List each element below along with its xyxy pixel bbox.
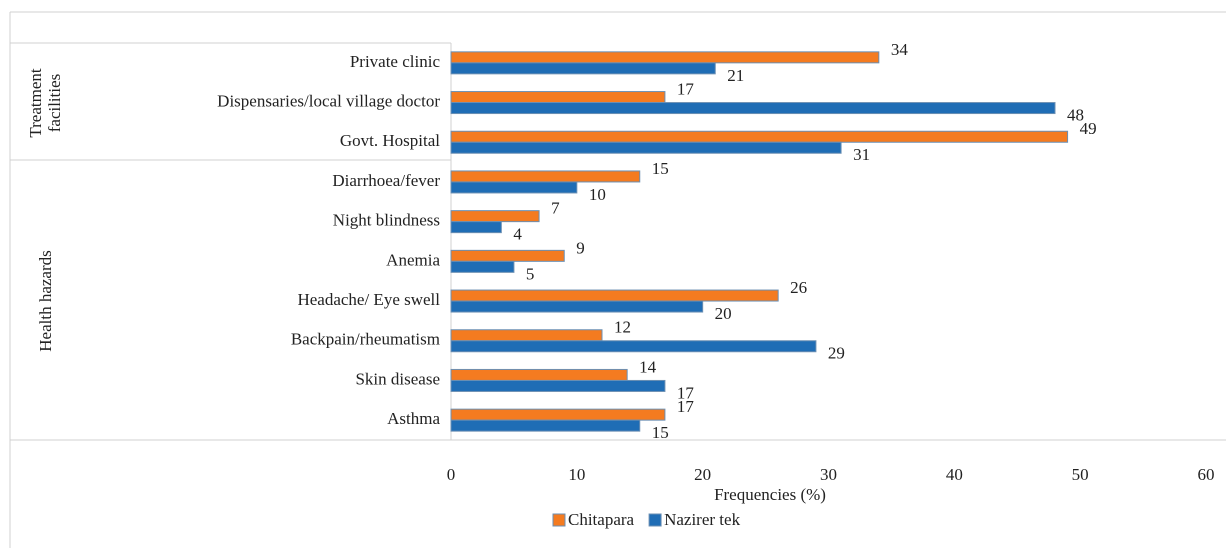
x-tick-label: 30 (820, 465, 837, 484)
legend-label: Chitapara (568, 510, 635, 529)
data-label: 12 (614, 318, 631, 337)
bar (450, 379, 666, 392)
category-label: Asthma (387, 409, 440, 428)
bar (450, 260, 515, 273)
group-label: Health hazards (35, 250, 55, 352)
legend-swatch (552, 513, 566, 527)
data-label: 7 (551, 199, 560, 218)
data-label: 17 (677, 383, 695, 402)
category-label: Govt. Hospital (340, 131, 440, 150)
bar (450, 289, 779, 302)
x-tick-label: 50 (1072, 465, 1089, 484)
bar (450, 408, 666, 421)
data-label: 31 (853, 145, 870, 164)
x-tick-label: 10 (568, 465, 585, 484)
data-label: 15 (652, 423, 669, 442)
bar (450, 249, 565, 262)
bar (450, 130, 1069, 143)
bar (450, 340, 817, 353)
bar (450, 141, 842, 154)
category-label: Headache/ Eye swell (297, 290, 440, 309)
category-label: Private clinic (350, 52, 441, 71)
x-tick-label: 0 (447, 465, 456, 484)
data-label: 9 (576, 238, 585, 257)
bar (450, 368, 628, 381)
group-label: Treatment facilities (26, 67, 64, 138)
category-label: Anemia (386, 250, 440, 269)
bar (450, 329, 603, 342)
category-label: Dispensaries/local village doctor (217, 91, 440, 110)
bar (450, 419, 641, 432)
legend-label: Nazirer tek (664, 510, 740, 529)
category-label: Skin disease (355, 369, 440, 388)
x-axis-title: Frequencies (%) (714, 485, 826, 504)
data-label: 10 (589, 185, 606, 204)
data-label: 15 (652, 159, 669, 178)
data-label: 20 (715, 304, 732, 323)
bar (450, 181, 578, 194)
bar (450, 221, 502, 234)
data-label: 29 (828, 344, 845, 363)
data-label: 4 (513, 225, 522, 244)
data-label: 5 (526, 264, 535, 283)
legend-swatch (648, 513, 662, 527)
data-label: 34 (891, 40, 909, 59)
bar (450, 62, 716, 75)
data-label: 49 (1080, 119, 1097, 138)
category-label: Night blindness (333, 211, 440, 230)
x-tick-label: 20 (694, 465, 711, 484)
category-label: Backpain/rheumatism (291, 330, 440, 349)
bar (450, 102, 1056, 115)
category-label: Diarrhoea/fever (332, 171, 440, 190)
data-label: 26 (790, 278, 807, 297)
data-label: 14 (639, 357, 657, 376)
data-label: 17 (677, 79, 695, 98)
x-tick-label: 60 (1198, 465, 1215, 484)
bar (450, 51, 880, 64)
data-label: 17 (677, 397, 695, 416)
x-tick-label: 40 (946, 465, 963, 484)
bar (450, 210, 540, 223)
bar (450, 300, 704, 313)
data-label: 48 (1067, 105, 1084, 124)
data-label: 21 (727, 66, 744, 85)
bar (450, 170, 641, 183)
bar (450, 91, 666, 104)
